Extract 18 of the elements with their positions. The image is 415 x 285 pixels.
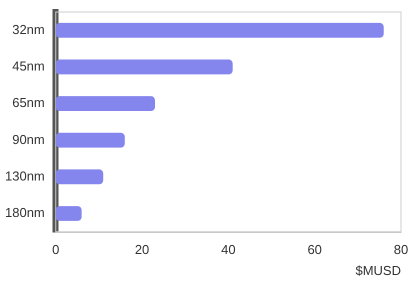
x-tick-label: 20: [134, 242, 150, 258]
y-tick-label: 180nm: [5, 205, 45, 220]
x-tick-label: 0: [52, 242, 60, 258]
bar: [56, 132, 125, 148]
y-tick-label: 130nm: [5, 168, 45, 184]
bar: [56, 206, 82, 221]
x-tick-label: 40: [221, 242, 236, 258]
bar: [56, 169, 104, 184]
bar: [56, 60, 233, 74]
y-tick-label: 90nm: [12, 132, 45, 147]
y-tick-label: 45nm: [12, 58, 45, 74]
bar: [56, 22, 384, 38]
x-tick-label: 80: [394, 242, 408, 258]
x-tick-label: 60: [307, 242, 322, 258]
y-tick-label: 65nm: [12, 95, 45, 110]
x-axis-title: $MUSD: [355, 262, 401, 278]
bar: [56, 96, 156, 111]
y-tick-label: 32nm: [12, 22, 45, 37]
